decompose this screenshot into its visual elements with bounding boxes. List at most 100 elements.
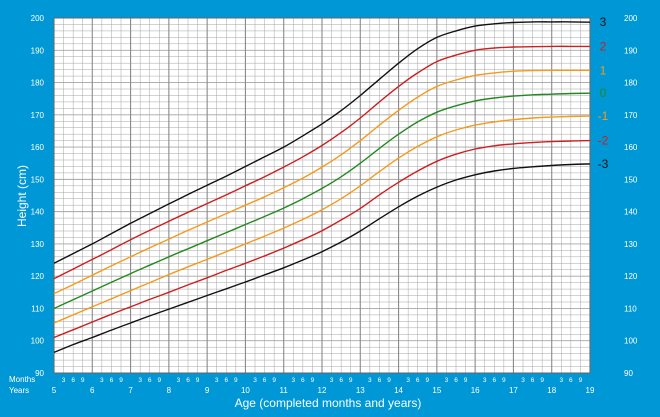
- y-tick-label-right: 200: [624, 14, 638, 23]
- y-tick-label-right: 110: [624, 304, 637, 313]
- y-tick-label-left: 160: [31, 143, 45, 152]
- x-month-tick-label: 3: [330, 377, 334, 384]
- series-line-3: [53, 21, 591, 264]
- years-row-label: Years: [9, 386, 29, 395]
- y-tick-label-left: 150: [31, 175, 45, 184]
- y-tick-label-right: 150: [624, 175, 638, 184]
- y-tick-label-right: 140: [624, 208, 638, 217]
- x-month-tick-label: 6: [454, 377, 458, 384]
- x-month-tick-label: 3: [291, 377, 295, 384]
- y-tick-label-left: 100: [31, 337, 45, 346]
- x-month-tick-label: 9: [157, 377, 161, 384]
- x-month-tick-label: 6: [186, 377, 190, 384]
- x-month-tick-label: 6: [71, 377, 75, 384]
- y-tick-label-right: 170: [624, 111, 638, 120]
- y-axis-left-ticks: 90 100 110 120 130 140 150 160 170 180 190 200: [31, 14, 45, 378]
- x-month-tick-label: 3: [253, 377, 257, 384]
- y-tick-label-left: 170: [31, 111, 45, 120]
- x-month-tick-label: 9: [119, 377, 123, 384]
- y-tick-label-left: 120: [31, 272, 45, 281]
- x-month-tick-label: 3: [521, 377, 525, 384]
- x-month-tick-label: 3: [483, 377, 487, 384]
- x-year-tick-label: 12: [318, 386, 327, 395]
- series-line-0: [53, 92, 591, 310]
- y-tick-label-left: 90: [35, 369, 44, 378]
- x-year-tick-label: 17: [509, 386, 518, 395]
- y-tick-label-left: 110: [31, 304, 44, 313]
- x-month-tick-label: 6: [378, 377, 382, 384]
- x-month-tick-label: 6: [492, 377, 496, 384]
- series-label--2: -2: [598, 134, 609, 148]
- y-tick-label-right: 130: [624, 240, 638, 249]
- x-month-tick-label: 6: [110, 377, 114, 384]
- x-month-tick-label: 6: [416, 377, 420, 384]
- x-month-tick-label: 3: [445, 377, 449, 384]
- x-month-tick-label: 6: [263, 377, 267, 384]
- y-tick-label-left: 140: [31, 208, 45, 217]
- x-month-tick-label: 9: [464, 377, 468, 384]
- x-month-tick-label: 9: [540, 377, 544, 384]
- x-year-tick-label: 9: [205, 386, 210, 395]
- x-month-tick-label: 9: [196, 377, 200, 384]
- y-tick-label-left: 190: [31, 46, 45, 55]
- x-month-tick-label: 9: [311, 377, 315, 384]
- x-month-tick-label: 3: [368, 377, 372, 384]
- series-line-2: [53, 45, 590, 280]
- series-label--3: -3: [598, 157, 609, 171]
- x-month-tick-label: 9: [579, 377, 583, 384]
- x-axis-title: Age (completed months and years): [235, 396, 422, 410]
- plot-frame: [53, 17, 591, 374]
- x-month-tick-label: 9: [387, 377, 391, 384]
- x-year-tick-label: 14: [394, 386, 403, 395]
- x-month-tick-label: 3: [559, 377, 563, 384]
- x-year-tick-label: 11: [280, 386, 289, 395]
- x-year-tick-label: 10: [241, 386, 250, 395]
- months-row-label: Months: [9, 375, 35, 384]
- series-labels: 3 2 1 0 -1 -2 -3: [598, 15, 609, 171]
- y-tick-label-right: 190: [624, 46, 638, 55]
- x-month-tick-label: 3: [100, 377, 104, 384]
- y-axis-title: Height (cm): [15, 165, 29, 227]
- x-year-tick-label: 6: [90, 386, 95, 395]
- y-tick-label-left: 180: [31, 79, 45, 88]
- series-label-2: 2: [600, 39, 607, 53]
- x-month-tick-label: 3: [138, 377, 142, 384]
- series-label--1: -1: [598, 109, 609, 123]
- x-month-tick-label: 9: [349, 377, 353, 384]
- series-label-3: 3: [600, 15, 607, 29]
- x-year-tick-label: 19: [586, 386, 595, 395]
- x-month-tick-label: 9: [425, 377, 429, 384]
- x-month-tick-label: 6: [148, 377, 152, 384]
- y-tick-label-right: 90: [624, 369, 633, 378]
- series-lines: [53, 21, 591, 353]
- series-line-1: [53, 69, 590, 295]
- series-line--3: [53, 163, 591, 353]
- y-tick-label-right: 160: [624, 143, 638, 152]
- x-month-tick-label: 6: [224, 377, 228, 384]
- x-month-tick-label: 3: [406, 377, 410, 384]
- x-year-tick-label: 5: [52, 386, 57, 395]
- x-month-tick-label: 6: [531, 377, 535, 384]
- x-month-tick-label: 3: [215, 377, 219, 384]
- x-month-tick-label: 3: [177, 377, 181, 384]
- x-year-tick-label: 18: [547, 386, 556, 395]
- x-month-tick-label: 9: [81, 377, 85, 384]
- x-year-tick-label: 16: [471, 386, 480, 395]
- y-tick-label-right: 100: [624, 337, 638, 346]
- x-year-tick-label: 8: [167, 386, 172, 395]
- x-month-tick-label: 6: [339, 377, 343, 384]
- x-year-tick-label: 7: [128, 386, 133, 395]
- y-axis-right-ticks: 90 100 110 120 130 140 150 160 170 180 190 200: [624, 14, 638, 378]
- x-month-tick-label: 9: [234, 377, 238, 384]
- y-tick-label-left: 130: [31, 240, 45, 249]
- y-tick-label-right: 180: [624, 79, 638, 88]
- x-month-tick-label: 9: [272, 377, 276, 384]
- series-label-0: 0: [600, 86, 607, 100]
- x-month-tick-label: 9: [502, 377, 506, 384]
- x-month-tick-label: 6: [301, 377, 305, 384]
- y-tick-label-left: 200: [31, 14, 45, 23]
- y-tick-label-right: 120: [624, 272, 638, 281]
